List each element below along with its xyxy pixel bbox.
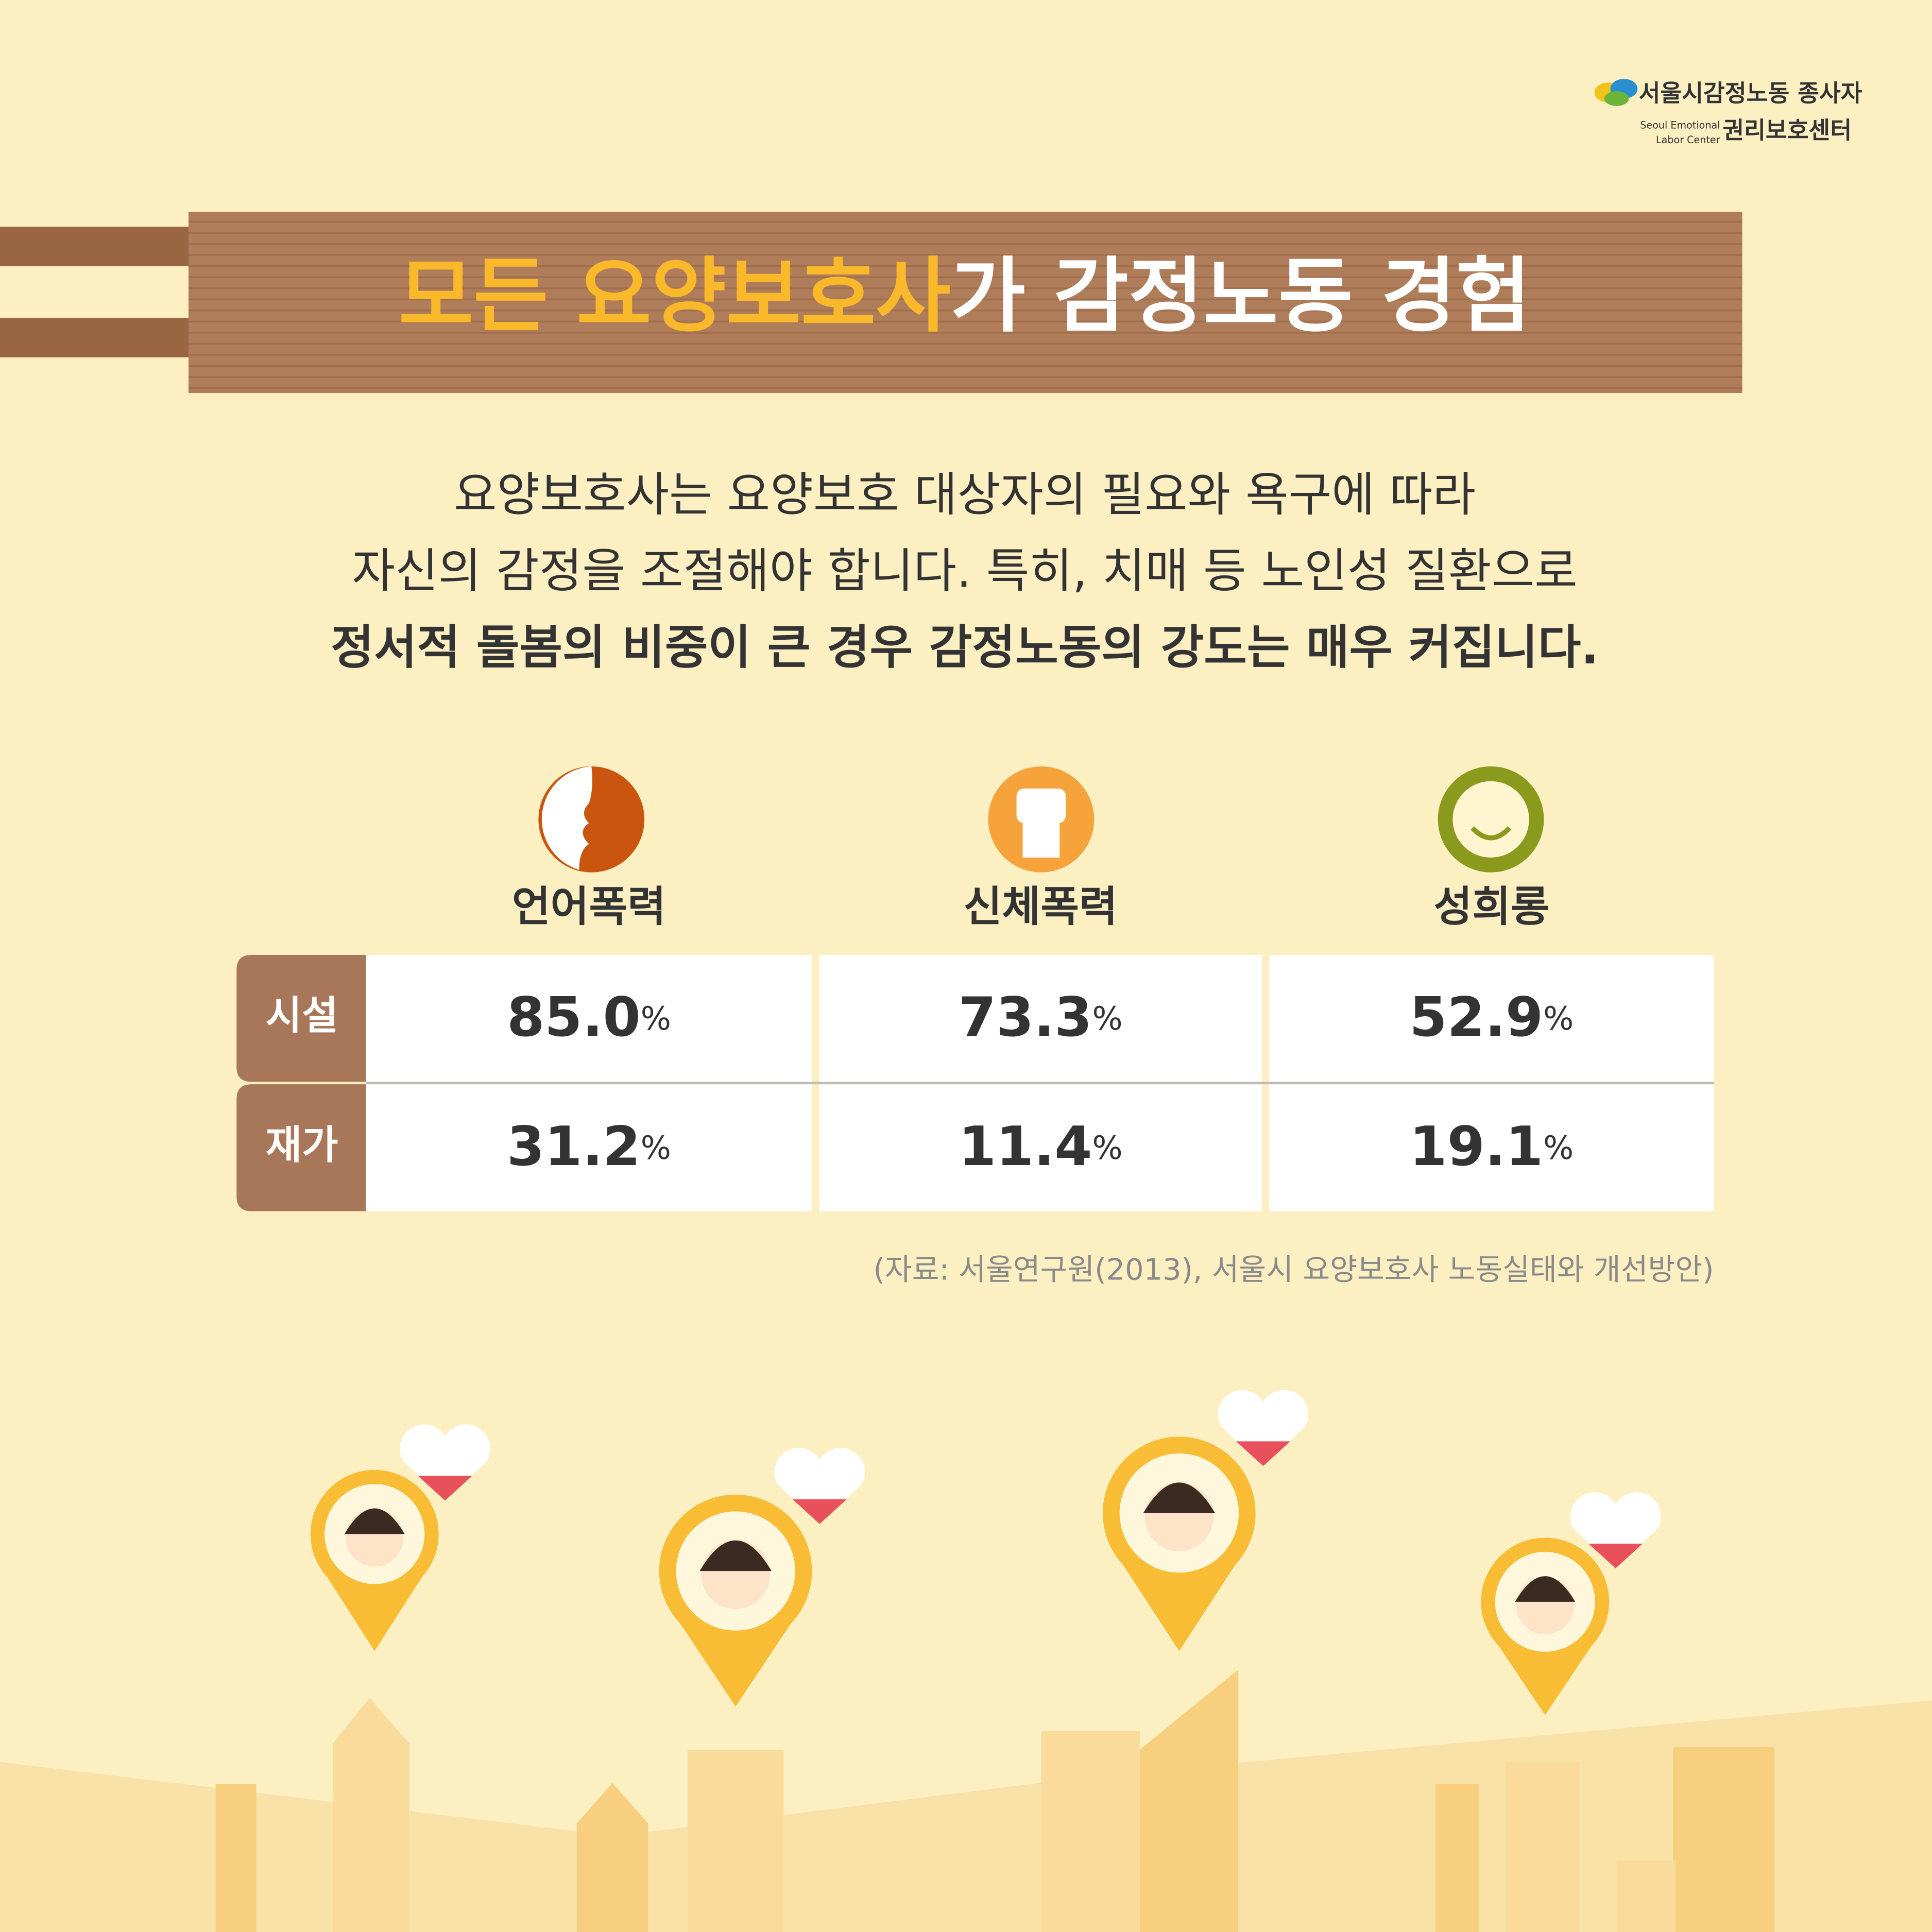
cell-value: 73.3% [959, 985, 1123, 1049]
cell-unit: % [1092, 1129, 1123, 1167]
logo-text: 권리보호센터 [1722, 116, 1852, 144]
hair [344, 1508, 405, 1534]
hair [1143, 1482, 1216, 1513]
logo-mark [1604, 91, 1629, 106]
cell [819, 954, 1262, 1082]
cell [819, 1084, 1262, 1211]
heart [774, 1448, 865, 1524]
cell [366, 954, 812, 1082]
column-header: 언어폭력 [512, 883, 666, 931]
heart [1218, 1390, 1309, 1466]
cell-unit: % [1092, 1000, 1123, 1037]
cell-unit: % [1543, 1129, 1574, 1167]
body-line: 자신의 감정을 조절해야 합니다. 특히, 치매 등 노인성 질환으로 [352, 544, 1577, 599]
icon-verbal [538, 766, 645, 873]
title-rest: 가 감정노동 경험 [951, 249, 1531, 344]
row-label-box [236, 1084, 366, 1211]
cell-number: 11.4 [959, 1115, 1092, 1178]
hair [699, 1540, 772, 1571]
source: (자료: 서울연구원(2013), 서울시 요양보호사 노동실태와 개선방안) [874, 1252, 1714, 1287]
heart [400, 1424, 490, 1501]
icon-harassment [1438, 766, 1544, 873]
cell [1269, 954, 1714, 1082]
cell-value: 31.2% [507, 1115, 671, 1178]
icon-physical [988, 766, 1095, 873]
cell-unit: % [1543, 1000, 1574, 1037]
body-line: 요양보호사는 요양보호 대상자의 필요와 욕구에 따라 [454, 468, 1476, 522]
cell [366, 1084, 812, 1211]
title-board [189, 212, 1742, 394]
board-stripes [189, 220, 1742, 389]
hair [1515, 1576, 1576, 1602]
cell-number: 19.1 [1409, 1115, 1543, 1178]
logo-en: Labor Center [1656, 134, 1720, 146]
column-header: 신체폭력 [964, 883, 1118, 931]
logo-text: 서울시감정노동 종사자 [1639, 80, 1862, 107]
heart-fill [1236, 1441, 1291, 1466]
cell-value: 52.9% [1409, 985, 1574, 1049]
cell-value: 85.0% [507, 985, 671, 1049]
heart-fill [418, 1476, 472, 1501]
row-label: 시설 [266, 993, 338, 1039]
cell-number: 31.2 [507, 1115, 641, 1178]
row-label-box [236, 954, 366, 1082]
row-label: 재가 [266, 1122, 338, 1168]
cell-value: 11.4% [959, 1115, 1123, 1178]
cell-value: 19.1% [1409, 1115, 1574, 1178]
column-header: 성희롱 [1434, 883, 1549, 931]
cell-unit: % [641, 1129, 671, 1167]
body-line: 정서적 돌봄의 비중이 큰 경우 감정노동의 강도는 매우 커집니다. [331, 621, 1599, 675]
heart [1570, 1492, 1661, 1568]
title-highlight: 모든 요양보호사 [399, 249, 951, 344]
pins [310, 1390, 1661, 1715]
cell-number: 73.3 [959, 985, 1092, 1049]
cell [1269, 1084, 1714, 1211]
stick [0, 227, 197, 266]
city [0, 1669, 1932, 1932]
cell-number: 85.0 [507, 985, 641, 1049]
cell-unit: % [641, 1000, 671, 1037]
logo: 서울시감정노동 종사자 권리보호센터 Seoul Emotional Labor… [1594, 79, 1862, 146]
heart-fill [1588, 1543, 1643, 1568]
title: 모든 요양보호사가 감정노동 경험 [399, 249, 1531, 344]
logo-en: Seoul Emotional [1640, 119, 1720, 131]
cell-number: 52.9 [1409, 985, 1543, 1049]
heart-fill [792, 1499, 847, 1524]
stick [0, 318, 197, 357]
